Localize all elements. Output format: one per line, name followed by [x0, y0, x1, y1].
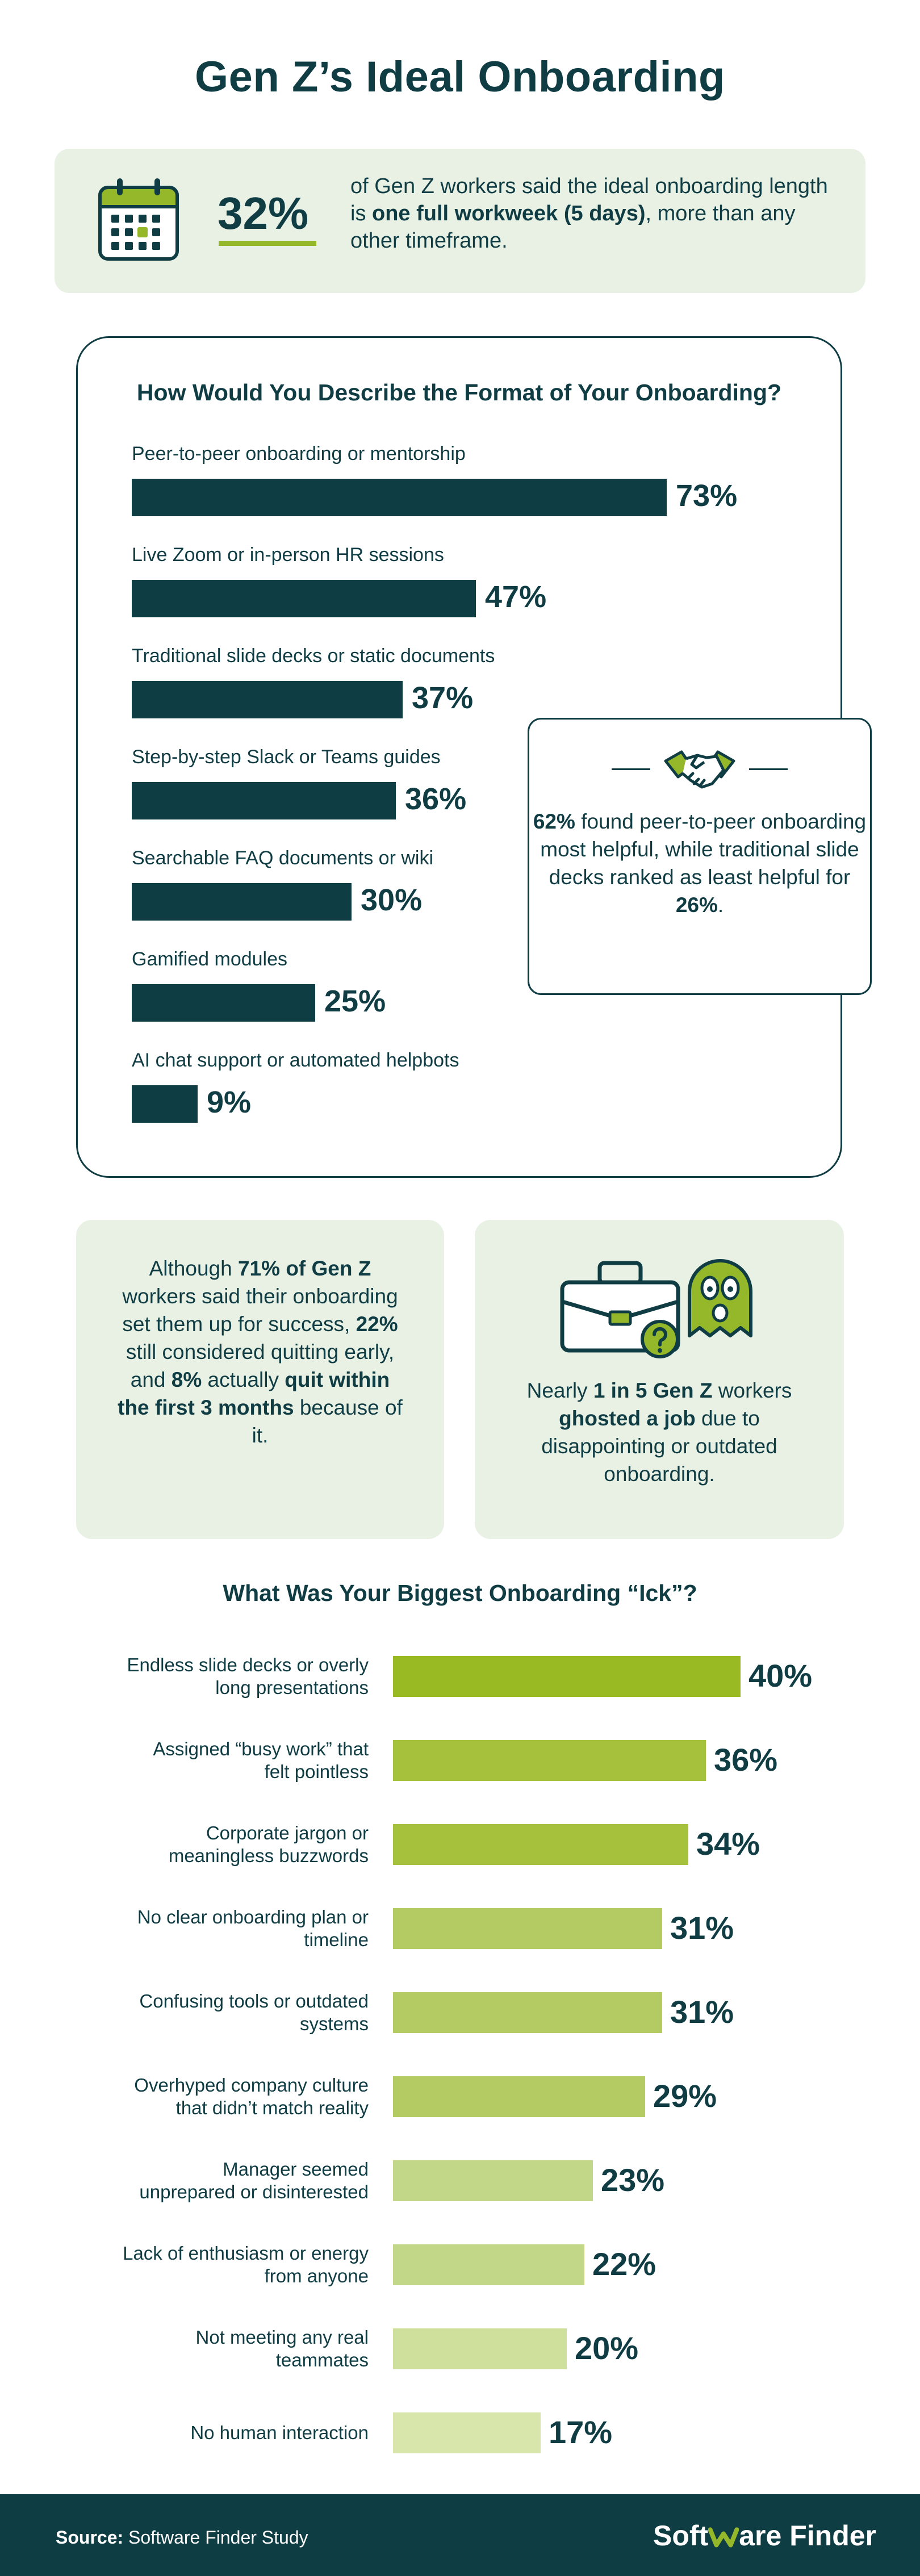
ghosting-stat-box — [475, 1220, 844, 1539]
ick-bar — [393, 1908, 662, 1949]
ick-chart-title: What Was Your Biggest Onboarding “Ick”? — [223, 1580, 697, 1606]
ick-bar-label-line: meaningless buzzwords — [168, 1845, 369, 1866]
ideal-length-text: of Gen Z workers said the ideal onboardi… — [350, 174, 828, 253]
ick-bar-label-line: timeline — [304, 1929, 369, 1950]
ghost-icon — [688, 1259, 752, 1337]
ick-value-label: 17% — [549, 2414, 613, 2450]
ick-bar-label-line: felt pointless — [264, 1761, 369, 1782]
format-bar — [132, 984, 315, 1022]
source-note: Source: Software Finder Study — [56, 2527, 308, 2548]
ick-bar-label: Lack of enthusiasm or energy from anyone — [73, 2242, 369, 2288]
ick-bar — [393, 2412, 541, 2453]
ick-bar — [393, 2160, 593, 2201]
format-bar — [132, 580, 476, 617]
ick-value-label: 34% — [696, 1826, 760, 1862]
format-bar-label: Peer-to-peer onboarding or mentorship — [132, 443, 466, 465]
ick-bar-label-line: that didn’t match reality — [175, 2097, 369, 2118]
ick-bar-label-line: from anyone — [264, 2265, 369, 2286]
ick-bar-label: Overhyped company culture that didn’t mat… — [73, 2074, 369, 2119]
ick-bar — [393, 2244, 584, 2285]
ick-value-label: 22% — [592, 2246, 656, 2282]
ick-bar — [393, 1992, 662, 2033]
ick-bar-label: Endless slide decks or overly long presen… — [73, 1654, 369, 1699]
success-stat-box — [76, 1220, 444, 1539]
format-value-label: 9% — [207, 1085, 252, 1119]
ick-bar-label: Corporate jargon or meaningless buzzwords — [73, 1822, 369, 1867]
peer-to-peer-callout-text: 62% found peer-to-peer onboarding most h… — [533, 810, 867, 917]
footer — [0, 2494, 920, 2576]
format-bar-label: Gamified modules — [132, 948, 288, 970]
format-bar-label: Traditional slide decks or static docume… — [132, 645, 495, 667]
ick-bar-label: Manager seemed unprepared or disintereste… — [73, 2158, 369, 2203]
format-chart-title: How Would You Describe the Format of You… — [136, 379, 782, 405]
ick-bar-label-line: unprepared or disinterested — [139, 2181, 369, 2202]
ick-bar-label-line: systems — [299, 2013, 369, 2034]
ick-value-label: 29% — [653, 2078, 717, 2114]
ick-value-label: 40% — [748, 1658, 813, 1693]
ick-bar-label-line: Not meeting any real — [195, 2327, 369, 2348]
calendar-icon — [98, 178, 179, 261]
ick-bar — [393, 2076, 645, 2117]
software-finder-logo: Soft are Finder — [653, 2520, 876, 2552]
handshake-icon — [664, 750, 735, 789]
ick-value-label: 23% — [601, 2162, 665, 2198]
callout-divider-left — [612, 768, 650, 770]
ick-bar — [393, 1656, 741, 1697]
format-value-label: 36% — [405, 782, 467, 816]
question-icon — [641, 1320, 679, 1358]
callout-divider-right — [749, 768, 788, 770]
format-value-label: 30% — [361, 883, 423, 917]
ick-bar-label-line: teammates — [275, 2349, 369, 2370]
format-bar-label: Step-by-step Slack or Teams guides — [132, 746, 441, 768]
format-value-label: 25% — [324, 984, 386, 1018]
ghosting-stat-text: Nearly 1 in 5 Gen Z workers ghosted a jo… — [526, 1379, 792, 1486]
ick-bar — [393, 2328, 567, 2369]
logo-w-icon — [708, 2527, 739, 2548]
ick-value-label: 36% — [714, 1742, 778, 1778]
ideal-length-banner — [55, 149, 865, 293]
ick-bar-label-line: Manager seemed — [223, 2159, 369, 2180]
format-bar-label: Live Zoom or in-person HR sessions — [132, 544, 444, 566]
ick-bar-label-line: Overhyped company culture — [134, 2075, 369, 2096]
format-bar-label: Searchable FAQ documents or wiki — [132, 847, 434, 869]
ick-bar-label-line: long presentations — [215, 1677, 369, 1698]
percent-underline — [219, 241, 316, 246]
ick-bar-label-line: Endless slide decks or overly — [127, 1654, 369, 1675]
ick-bar — [393, 1824, 688, 1865]
ick-bar-label: Confusing tools or outdated systems — [73, 1990, 369, 2035]
ick-bar-label: No clear onboarding plan or timeline — [73, 1906, 369, 1951]
format-bar — [132, 479, 667, 516]
ick-bar-label-line: Lack of enthusiasm or energy — [123, 2243, 369, 2264]
ick-bar-label: Assigned “busy work” that felt pointless — [73, 1738, 369, 1783]
ick-bar-label-line: Corporate jargon or — [206, 1822, 369, 1843]
ick-bar-label-line: No clear onboarding plan or — [137, 1906, 369, 1927]
ick-bar-label-line: No human interaction — [190, 2422, 369, 2443]
format-bar — [132, 681, 403, 718]
ick-bar — [393, 1740, 706, 1781]
ick-value-label: 31% — [670, 1994, 734, 2030]
format-bar — [132, 782, 396, 819]
ick-value-label: 31% — [670, 1910, 734, 1946]
ick-bar-label: No human interaction — [73, 2422, 369, 2444]
format-value-label: 37% — [412, 681, 474, 715]
format-bar — [132, 883, 352, 921]
ick-value-label: 20% — [575, 2330, 639, 2366]
ick-bar-label: Not meeting any real teammates — [73, 2326, 369, 2372]
ideal-length-percent: 32% — [218, 188, 309, 239]
ick-bar-label-line: Confusing tools or outdated — [139, 1990, 369, 2012]
ick-bar-label-line: Assigned “busy work” that — [153, 1738, 369, 1759]
format-value-label: 47% — [485, 580, 547, 614]
page-title: Gen Z’s Ideal Onboarding — [195, 53, 725, 101]
success-stat-text: Although 71% of Gen Z workers said their… — [118, 1257, 403, 1447]
format-value-label: 73% — [676, 479, 738, 513]
format-bar — [132, 1085, 198, 1123]
format-bar-label: AI chat support or automated helpbots — [132, 1049, 459, 1071]
